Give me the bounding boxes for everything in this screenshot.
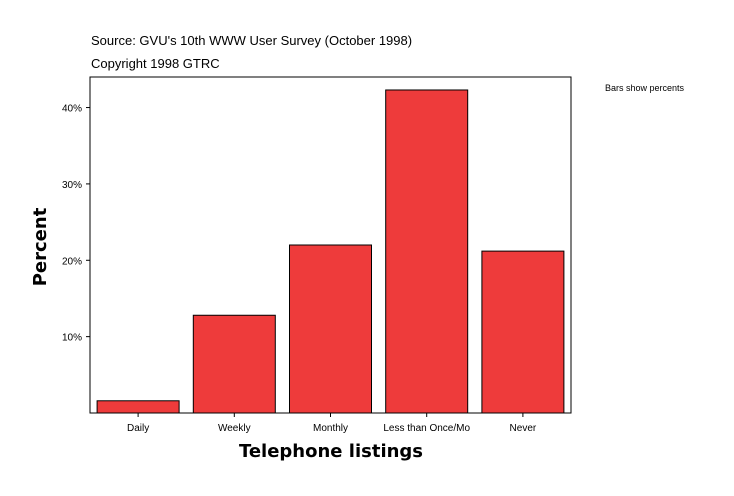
y-tick-label: 20% — [62, 256, 82, 267]
y-tick-label: 30% — [62, 180, 82, 191]
x-tick-label: Daily — [127, 423, 149, 434]
y-tick-label: 10% — [62, 333, 82, 344]
x-tick-label: Weekly — [218, 423, 251, 434]
bar — [192, 314, 276, 414]
bar — [96, 400, 180, 414]
bars-group — [96, 89, 565, 414]
source-text: Source: GVU's 10th WWW User Survey (Octo… — [91, 33, 412, 48]
x-tick-label: Monthly — [313, 423, 348, 434]
y-axis-title: Percent — [30, 207, 51, 286]
bar — [481, 250, 565, 414]
copyright-text: Copyright 1998 GTRC — [91, 56, 220, 71]
legend-note: Bars show percents — [605, 83, 685, 93]
x-tick-label: Less than Once/Mo — [383, 423, 470, 434]
y-tick-label: 40% — [62, 104, 82, 115]
x-tick-label: Never — [510, 423, 537, 434]
x-axis-title: Telephone listings — [239, 441, 423, 462]
y-axis-ticks: 10% 20% 30% 40% — [62, 104, 90, 344]
bar — [289, 244, 372, 414]
x-axis-ticks: Daily Weekly Monthly Less than Once/Mo Never — [127, 413, 537, 434]
bar — [385, 89, 469, 414]
